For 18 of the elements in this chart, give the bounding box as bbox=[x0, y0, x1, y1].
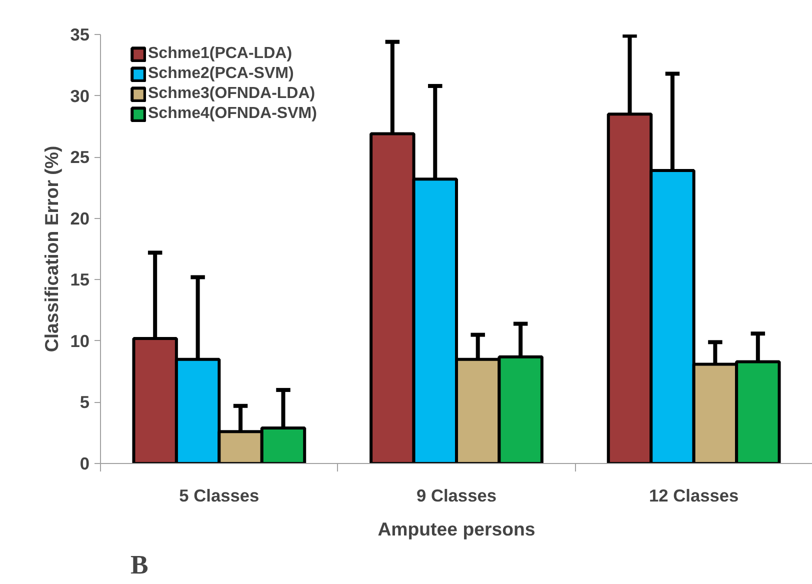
legend-label: Schme1(PCA-LDA) bbox=[148, 45, 292, 63]
y-tick-label: 10 bbox=[70, 330, 90, 351]
y-tick-label: 5 bbox=[80, 392, 90, 412]
text: B bbox=[130, 550, 148, 580]
x-tick-label: 12 Classes bbox=[649, 486, 739, 506]
x-tick-label: 5 Classes bbox=[179, 486, 260, 506]
y-tick-label: 20 bbox=[70, 208, 90, 228]
y-tick-label: 35 bbox=[70, 24, 90, 44]
y-tick-label: 25 bbox=[70, 147, 90, 168]
y-tick-label: 15 bbox=[70, 270, 90, 290]
legend-label: Schme4(OFNDA-SVM) bbox=[148, 105, 317, 123]
y-tick-label: 30 bbox=[70, 86, 90, 106]
legend-label: Schme2(PCA-SVM) bbox=[148, 65, 294, 83]
y-tick-label: 0 bbox=[80, 454, 90, 474]
y-axis-title: Classification Error (%) bbox=[41, 146, 62, 352]
x-axis-title: Amputee persons bbox=[378, 518, 536, 540]
x-tick-label: 9 Classes bbox=[416, 486, 496, 506]
legend-label: Schme3(OFNDA-LDA) bbox=[148, 85, 316, 103]
